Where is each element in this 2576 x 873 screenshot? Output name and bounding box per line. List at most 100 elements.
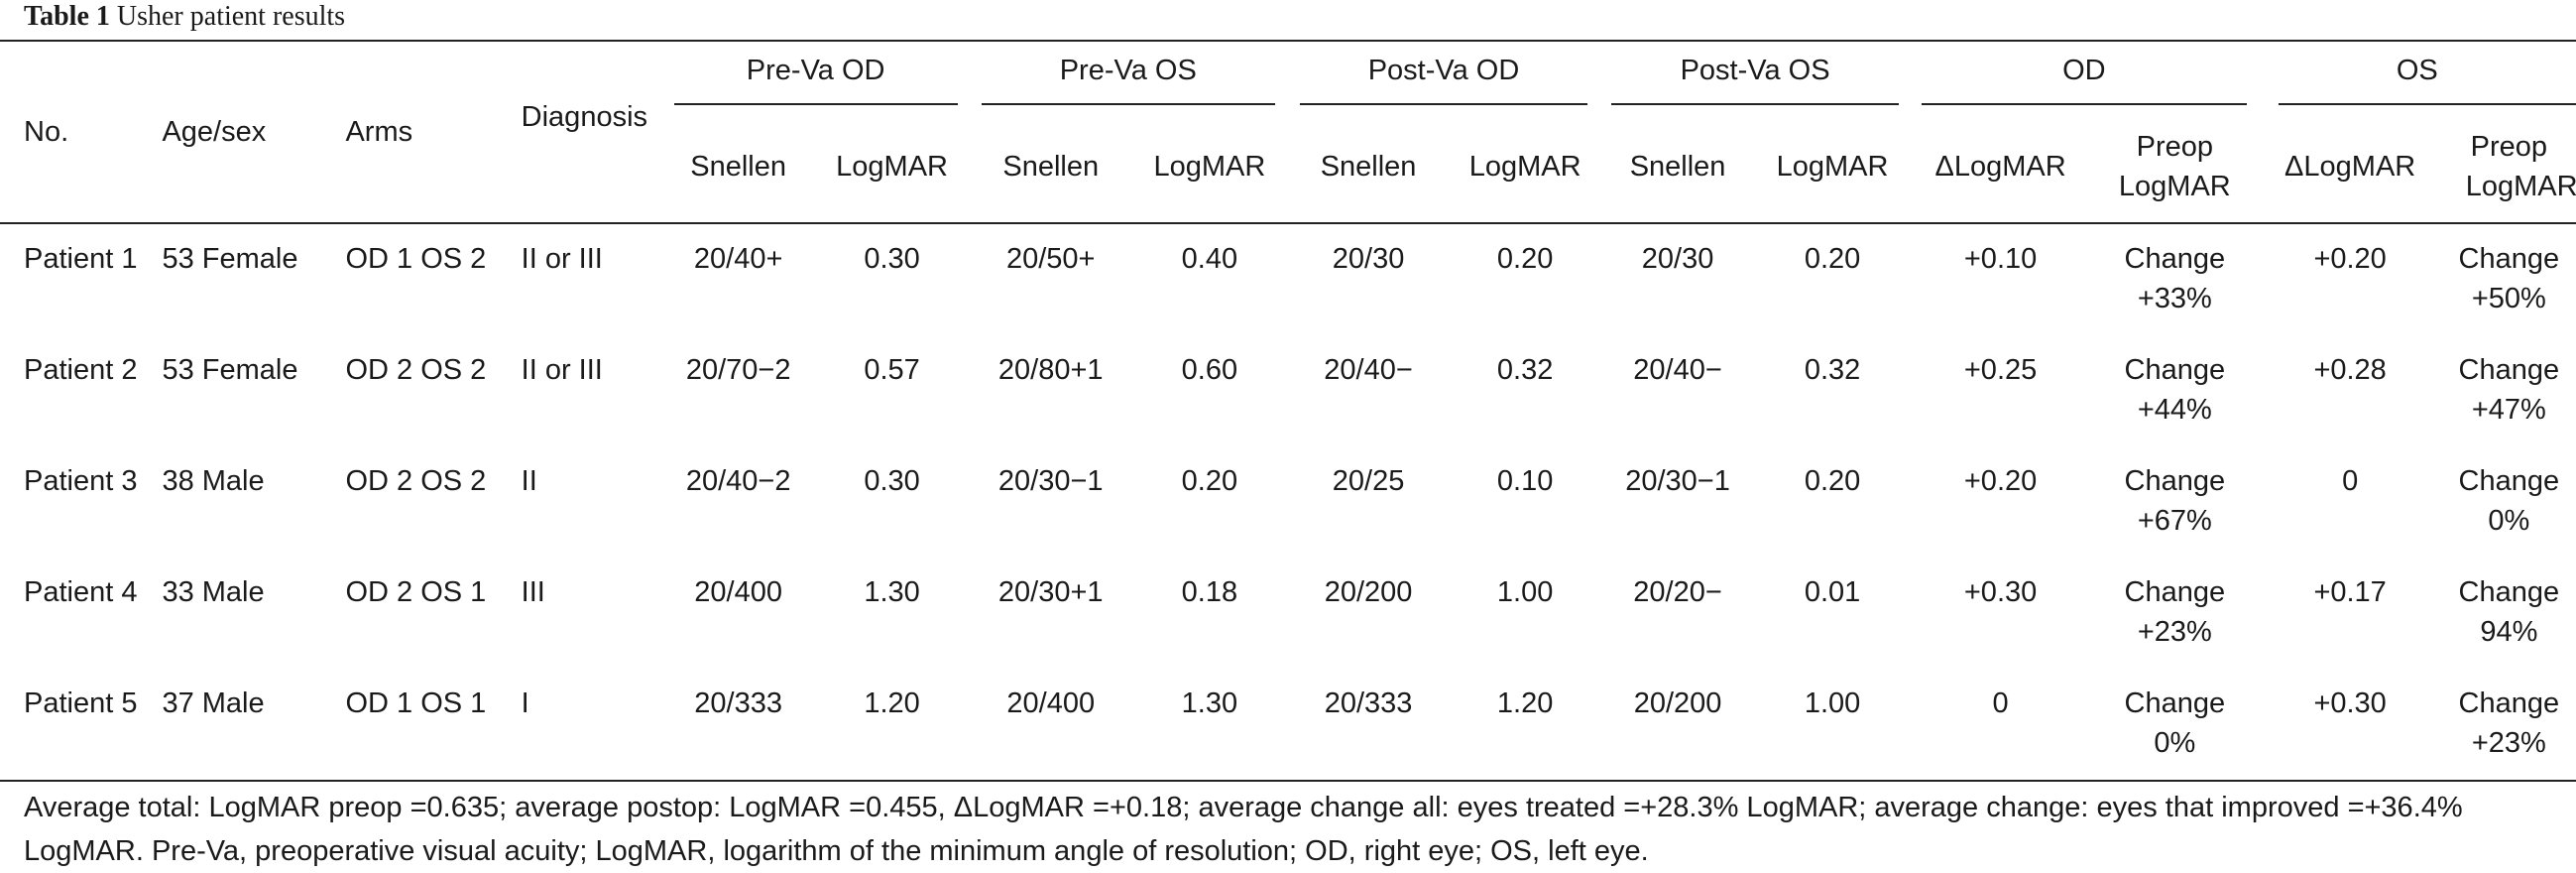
cell-post-os-logmar: 0.20 — [1804, 465, 1861, 497]
cell-post-os-logmar: 0.01 — [1804, 576, 1861, 608]
header-group-od: OD — [1910, 41, 2259, 111]
results-table: No. Age/sex Arms Diagnosis Pre-Va OD Pre… — [0, 40, 2576, 782]
table-header: No. Age/sex Arms Diagnosis Pre-Va OD Pre… — [0, 41, 2576, 223]
cell-pre-os-logmar: 0.18 — [1181, 576, 1238, 608]
change-label: Change — [2458, 465, 2560, 497]
cell-pre-od-logmar: 0.30 — [864, 243, 920, 275]
change-value: +47% — [2471, 394, 2546, 426]
cell-diagnosis: II — [521, 465, 537, 497]
cell-post-od-logmar: 0.32 — [1496, 354, 1554, 386]
group-rule — [2279, 103, 2576, 105]
cell-diagnosis: I — [521, 687, 529, 719]
change-label: Change — [2124, 354, 2226, 386]
subheader-logmar: LogMAR — [1776, 151, 1889, 183]
cell-age-sex: 37 Male — [162, 687, 265, 719]
change-value: 94% — [2480, 616, 2538, 648]
cell-post-od-snellen: 20/30 — [1332, 243, 1405, 275]
cell-patient-no: Patient 2 — [24, 354, 138, 386]
cell-pre-os-snellen: 20/80+1 — [997, 354, 1104, 386]
cell-pre-od-snellen: 20/40+ — [693, 243, 783, 275]
header-group-post-va-os: Post-Va OS — [1600, 41, 1910, 111]
header-arms: Arms — [345, 116, 413, 148]
cell-od-preop-change: Change +33% — [2091, 223, 2258, 335]
cell-arms: OD 2 OS 1 — [345, 576, 487, 608]
cell-od-delta-logmar: +0.25 — [1963, 354, 2038, 386]
table-caption: Table 1 Usher patient results — [24, 0, 345, 36]
subheader-preop-logmar: Preop LogMAR — [2118, 131, 2231, 202]
cell-post-os-snellen: 20/20− — [1633, 576, 1722, 608]
group-rule — [981, 103, 1275, 105]
cell-post-os-snellen: 20/40− — [1633, 354, 1722, 386]
cell-post-os-snellen: 20/200 — [1633, 687, 1722, 719]
cell-arms: OD 2 OS 2 — [345, 465, 487, 497]
table-row: Patient 5 37 Male OD 1 OS 1 I 20/333 1.20 20/4… — [0, 669, 2576, 781]
cell-patient-no: Patient 1 — [24, 243, 138, 275]
change-label: Change — [2458, 576, 2560, 608]
subheader-logmar: LogMAR — [1468, 151, 1581, 183]
header-group-pre-va-os: Pre-Va OS — [970, 41, 1287, 111]
cell-post-od-logmar: 1.20 — [1496, 687, 1554, 719]
cell-patient-no: Patient 3 — [24, 465, 138, 497]
group-label: Pre-Va OS — [1059, 55, 1197, 86]
header-row-subheaders: Snellen LogMAR Snellen LogMAR Snellen Lo… — [0, 111, 2576, 223]
cell-pre-os-logmar: 0.40 — [1181, 243, 1238, 275]
cell-age-sex: 33 Male — [162, 576, 265, 608]
cell-pre-os-snellen: 20/50+ — [1005, 243, 1096, 275]
change-value: +44% — [2137, 394, 2212, 426]
cell-od-delta-logmar: 0 — [1992, 687, 2009, 719]
cell-pre-os-logmar: 1.30 — [1181, 687, 1238, 719]
header-group-post-va-od: Post-Va OD — [1287, 41, 1600, 111]
cell-diagnosis: II or III — [521, 243, 603, 275]
subheader-snellen: Snellen — [690, 151, 786, 183]
cell-post-od-logmar: 0.10 — [1496, 465, 1554, 497]
group-label: Post-Va OD — [1367, 55, 1520, 86]
change-label: Change — [2124, 243, 2226, 275]
header-group-os: OS — [2259, 41, 2576, 111]
cell-age-sex: 38 Male — [162, 465, 265, 497]
cell-pre-od-logmar: 0.30 — [864, 465, 920, 497]
cell-pre-od-snellen: 20/70−2 — [685, 354, 791, 386]
group-rule — [673, 103, 958, 105]
cell-pre-os-snellen: 20/30+1 — [997, 576, 1104, 608]
cell-patient-no: Patient 5 — [24, 687, 138, 719]
cell-pre-os-logmar: 0.60 — [1181, 354, 1238, 386]
cell-post-od-snellen: 20/200 — [1324, 576, 1413, 608]
cell-post-os-logmar: 1.00 — [1804, 687, 1861, 719]
change-value: +67% — [2137, 505, 2212, 537]
subheader-logmar: LogMAR — [836, 151, 948, 183]
cell-od-preop-change: Change +23% — [2091, 558, 2258, 669]
group-label: OS — [2396, 55, 2438, 86]
change-value: +50% — [2471, 283, 2546, 314]
subheader-logmar: LogMAR — [1153, 151, 1266, 183]
group-label: Pre-Va OD — [746, 55, 885, 86]
table-row: Patient 4 33 Male OD 2 OS 1 III 20/400 1.30 20… — [0, 558, 2576, 669]
cell-os-preop-change: Change 94% — [2442, 558, 2576, 669]
cell-os-delta-logmar: +0.30 — [2313, 687, 2387, 719]
cell-pre-od-snellen: 20/333 — [694, 687, 782, 719]
change-value: +23% — [2471, 727, 2546, 759]
change-value: +33% — [2137, 283, 2212, 314]
table-title: Usher patient results — [116, 1, 346, 32]
group-rule — [1611, 103, 1900, 105]
subheader-delta-logmar: ΔLogMAR — [1934, 151, 2066, 183]
group-label: OD — [2062, 55, 2106, 86]
cell-post-os-snellen: 20/30 — [1641, 243, 1714, 275]
cell-os-preop-change: Change +23% — [2442, 669, 2576, 781]
subheader-snellen: Snellen — [1002, 151, 1100, 183]
header-no: No. — [24, 116, 69, 148]
cell-pre-os-logmar: 0.20 — [1181, 465, 1238, 497]
change-label: Change — [2124, 687, 2226, 719]
cell-post-os-snellen: 20/30−1 — [1625, 465, 1730, 497]
cell-od-delta-logmar: +0.30 — [1963, 576, 2038, 608]
cell-arms: OD 1 OS 1 — [345, 687, 487, 719]
change-value: 0% — [2488, 505, 2530, 537]
change-label: Change — [2124, 465, 2226, 497]
header-row-groups: No. Age/sex Arms Diagnosis Pre-Va OD Pre… — [0, 41, 2576, 148]
cell-pre-od-logmar: 1.30 — [864, 576, 920, 608]
cell-os-preop-change: Change +50% — [2442, 223, 2576, 335]
cell-od-preop-change: Change +44% — [2091, 335, 2258, 446]
cell-pre-od-logmar: 0.57 — [864, 354, 920, 386]
group-rule — [1921, 103, 2247, 105]
subheader-delta-logmar: ΔLogMAR — [2284, 151, 2416, 183]
header-age-sex: Age/sex — [162, 116, 267, 148]
